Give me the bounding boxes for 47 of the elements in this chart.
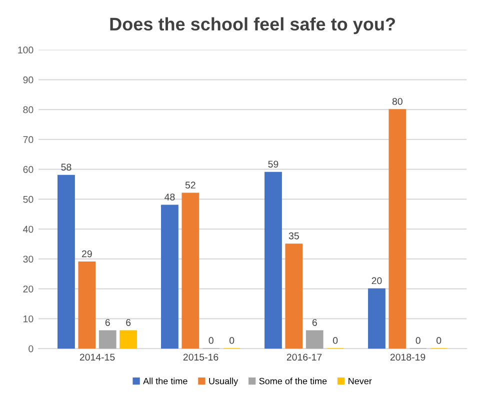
bar xyxy=(58,174,75,349)
bar xyxy=(368,288,386,349)
x-tick-label: 2016-17 xyxy=(286,354,322,361)
data-label: 0 xyxy=(416,337,420,344)
x-tick-label: 2018-19 xyxy=(390,354,426,361)
legend-label: Some of the time xyxy=(259,378,327,384)
y-tick-label: 10 xyxy=(24,315,34,322)
y-tick-label: 40 xyxy=(23,226,34,233)
x-tick-label: 2015-16 xyxy=(183,354,218,361)
data-label: 0 xyxy=(208,337,214,344)
data-label: 58 xyxy=(61,164,72,171)
y-tick-label: 0 xyxy=(28,345,34,352)
bar xyxy=(182,192,200,349)
data-label: 6 xyxy=(105,319,110,326)
data-label: 80 xyxy=(392,98,402,105)
bar xyxy=(306,330,324,349)
y-tick-label: 70 xyxy=(23,136,34,144)
data-label: 6 xyxy=(126,319,131,326)
y-tick-label: 60 xyxy=(23,166,34,173)
y-tick-label: 20 xyxy=(23,286,34,292)
bar xyxy=(78,262,96,349)
y-tick-label: 100 xyxy=(18,46,34,54)
data-label: 0 xyxy=(436,337,442,344)
y-tick-label: 80 xyxy=(23,106,34,114)
bar xyxy=(98,330,116,349)
data-label: 29 xyxy=(82,250,92,258)
data-label: 0 xyxy=(333,337,338,344)
data-label: 6 xyxy=(312,319,317,326)
bar xyxy=(388,109,406,349)
bar xyxy=(120,330,138,349)
y-tick-label: 30 xyxy=(23,256,34,263)
bar xyxy=(285,244,303,349)
data-label: 52 xyxy=(185,182,196,189)
legend-label: Never xyxy=(348,378,372,384)
data-label: 35 xyxy=(288,232,299,240)
bar xyxy=(264,172,282,349)
bar xyxy=(161,204,178,349)
legend-label: Usually xyxy=(209,378,238,386)
legend-label: All the time xyxy=(143,378,188,384)
data-label: 48 xyxy=(164,194,175,200)
y-tick-label: 90 xyxy=(23,76,34,84)
data-label: 59 xyxy=(268,160,278,168)
y-tick-label: 50 xyxy=(23,196,34,203)
chart-title: Does the school feel safe to you? xyxy=(110,17,395,34)
x-tick-label: 2014-15 xyxy=(80,354,115,361)
data-label: 20 xyxy=(372,277,382,284)
data-label: 0 xyxy=(230,337,234,344)
